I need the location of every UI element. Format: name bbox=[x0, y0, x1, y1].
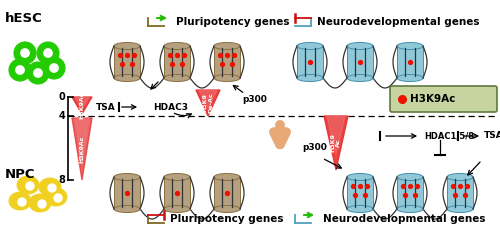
Ellipse shape bbox=[114, 43, 140, 49]
Polygon shape bbox=[324, 116, 348, 170]
Ellipse shape bbox=[347, 206, 373, 213]
Ellipse shape bbox=[39, 178, 61, 196]
Text: H3K9Ac: H3K9Ac bbox=[80, 135, 84, 163]
Circle shape bbox=[21, 49, 29, 57]
Text: H3K9
De-Ac: H3K9 De-Ac bbox=[203, 93, 213, 113]
Text: 8: 8 bbox=[58, 175, 65, 185]
Ellipse shape bbox=[114, 173, 140, 180]
Circle shape bbox=[16, 66, 24, 74]
Ellipse shape bbox=[164, 206, 190, 213]
Circle shape bbox=[48, 184, 56, 192]
Text: p300: p300 bbox=[302, 143, 327, 152]
Bar bbox=[347, 46, 373, 78]
Ellipse shape bbox=[447, 206, 473, 213]
Text: NPC: NPC bbox=[5, 168, 36, 181]
Circle shape bbox=[18, 198, 26, 206]
Text: HDAC1/5/8: HDAC1/5/8 bbox=[424, 131, 474, 140]
Ellipse shape bbox=[114, 74, 140, 82]
Text: TSA: TSA bbox=[96, 103, 116, 112]
Text: Neurodevelopmental genes: Neurodevelopmental genes bbox=[323, 214, 486, 224]
Text: 0: 0 bbox=[58, 92, 65, 102]
Circle shape bbox=[44, 49, 52, 57]
Text: Pluripotency genes: Pluripotency genes bbox=[170, 214, 283, 224]
Bar bbox=[214, 177, 240, 209]
Bar bbox=[347, 177, 373, 209]
Ellipse shape bbox=[397, 43, 423, 49]
Polygon shape bbox=[75, 97, 89, 109]
Polygon shape bbox=[196, 90, 220, 116]
Ellipse shape bbox=[45, 188, 67, 206]
Circle shape bbox=[14, 42, 36, 64]
Circle shape bbox=[37, 42, 59, 64]
Ellipse shape bbox=[347, 74, 373, 82]
Text: H3K9
Ac: H3K9 Ac bbox=[331, 134, 341, 152]
Bar bbox=[397, 46, 423, 78]
Ellipse shape bbox=[297, 74, 323, 82]
Bar bbox=[297, 46, 323, 78]
Bar bbox=[214, 46, 240, 78]
Ellipse shape bbox=[164, 173, 190, 180]
Polygon shape bbox=[199, 90, 217, 108]
Ellipse shape bbox=[297, 43, 323, 49]
Circle shape bbox=[38, 200, 46, 208]
Ellipse shape bbox=[214, 74, 240, 82]
Ellipse shape bbox=[164, 74, 190, 82]
Text: TSA: TSA bbox=[484, 131, 500, 140]
Bar bbox=[114, 177, 140, 209]
Ellipse shape bbox=[17, 176, 39, 194]
Polygon shape bbox=[72, 118, 92, 180]
Ellipse shape bbox=[214, 43, 240, 49]
Bar bbox=[164, 177, 190, 209]
Circle shape bbox=[43, 57, 65, 79]
Bar bbox=[397, 177, 423, 209]
Circle shape bbox=[34, 69, 42, 77]
Bar bbox=[164, 46, 190, 78]
Polygon shape bbox=[72, 97, 92, 114]
Ellipse shape bbox=[397, 74, 423, 82]
Ellipse shape bbox=[9, 192, 31, 210]
Text: Pluripotency genes: Pluripotency genes bbox=[176, 17, 290, 27]
Text: H3K9Ac: H3K9Ac bbox=[80, 92, 84, 119]
Polygon shape bbox=[327, 116, 345, 154]
Ellipse shape bbox=[397, 173, 423, 180]
Circle shape bbox=[27, 62, 49, 84]
Ellipse shape bbox=[214, 206, 240, 213]
Text: hESC: hESC bbox=[5, 12, 43, 25]
Ellipse shape bbox=[114, 206, 140, 213]
Ellipse shape bbox=[447, 173, 473, 180]
Circle shape bbox=[26, 182, 34, 190]
Ellipse shape bbox=[164, 43, 190, 49]
Bar bbox=[114, 46, 140, 78]
Polygon shape bbox=[75, 118, 89, 161]
Text: 4: 4 bbox=[58, 111, 65, 121]
Ellipse shape bbox=[29, 194, 51, 212]
Ellipse shape bbox=[347, 43, 373, 49]
Text: Neurodevelopmental genes: Neurodevelopmental genes bbox=[317, 17, 480, 27]
Text: H3K9Ac: H3K9Ac bbox=[410, 94, 456, 104]
Text: HDAC3: HDAC3 bbox=[153, 103, 188, 112]
Ellipse shape bbox=[214, 173, 240, 180]
Circle shape bbox=[9, 59, 31, 81]
Ellipse shape bbox=[397, 206, 423, 213]
FancyBboxPatch shape bbox=[390, 86, 497, 112]
Bar bbox=[447, 177, 473, 209]
Circle shape bbox=[50, 64, 58, 72]
Ellipse shape bbox=[347, 173, 373, 180]
Circle shape bbox=[54, 194, 62, 202]
Text: p300: p300 bbox=[242, 95, 267, 104]
